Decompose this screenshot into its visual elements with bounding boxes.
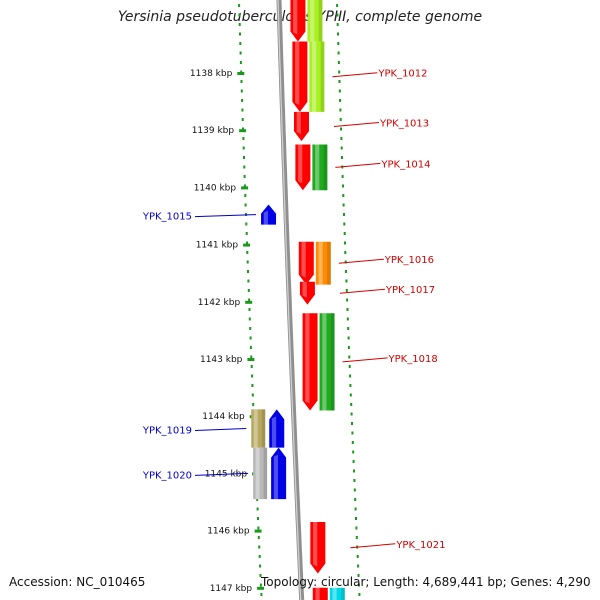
gene-ypk-1013: [294, 111, 310, 142]
kbp-tick-label: 1143 kbp: [200, 355, 243, 365]
gene-label-ypk-1012: YPK_1012: [332, 69, 428, 80]
kbp-tick-label: 1146 kbp: [207, 527, 250, 537]
gene-partial: [312, 587, 345, 600]
topology-text: Topology: circular; Length: 4,689,441 bp…: [261, 575, 591, 589]
gene-locus-text: YPK_1013: [379, 118, 429, 129]
gene-locus-text: YPK_1017: [385, 285, 435, 296]
gene-locus-text: YPK_1019: [142, 425, 192, 436]
gene-label-ypk-1021: YPK_1021: [350, 540, 445, 551]
gene-label-ypk-1018: YPK_1018: [342, 354, 438, 365]
cog-block: [319, 313, 335, 411]
cog-block: [312, 144, 328, 191]
gene-ypk-1017: [299, 281, 315, 305]
gene-partial: [290, 0, 323, 42]
gene-label-ypk-1016: YPK_1016: [338, 255, 434, 266]
kbp-ruler: 1138 kbp 1139 kbp 1140 kbp 1141 kbp 1142 kbp…: [190, 69, 265, 594]
kbp-tick-mark: [243, 243, 251, 247]
gene-ypk-1012: [292, 41, 325, 112]
leader-line: [194, 427, 247, 431]
gene-ypk-1016: [298, 241, 331, 285]
gene-ypk-1014: [295, 144, 328, 191]
outer-dotted-track: [238, 4, 263, 596]
gene-locus-text: YPK_1012: [377, 69, 427, 80]
cog-block: [307, 0, 323, 42]
gene-ypk-1019: [251, 409, 285, 448]
leader-line: [350, 543, 396, 549]
gene-locus-text: YPK_1015: [142, 212, 192, 223]
kbp-tick-label: 1139 kbp: [192, 126, 235, 136]
leader-line: [335, 162, 381, 168]
gene-label-ypk-1017: YPK_1017: [339, 285, 435, 296]
gene-features: [251, 0, 345, 600]
leader-line: [338, 258, 384, 264]
gene-label-ypk-1015: YPK_1015: [142, 212, 257, 223]
gene-locus-text: YPK_1021: [395, 540, 445, 551]
kbp-tick-label: 1138 kbp: [190, 69, 233, 79]
gene-ypk-1018: [302, 313, 335, 411]
cog-block: [253, 447, 268, 500]
track-dots: [238, 4, 361, 596]
leader-line: [342, 357, 388, 363]
kbp-tick-label: 1141 kbp: [196, 241, 239, 251]
cog-block: [309, 41, 325, 112]
leader-line: [194, 472, 249, 476]
kbp-tick-mark: [254, 529, 262, 533]
leader-line: [333, 121, 380, 127]
gene-label-ypk-1013: YPK_1013: [333, 118, 429, 129]
inner-dotted-track: [336, 4, 361, 596]
gene-locus-text: YPK_1020: [142, 470, 192, 481]
kbp-tick-label: 1142 kbp: [198, 298, 241, 308]
leader-line: [339, 288, 385, 294]
gene-label-ypk-1014: YPK_1014: [335, 159, 431, 170]
gene-ypk-1021: [310, 522, 326, 574]
kbp-tick-mark: [245, 300, 253, 304]
gene-locus-text: YPK_1018: [388, 354, 438, 365]
cog-block: [251, 409, 266, 448]
kbp-tick-mark: [257, 586, 265, 590]
gene-locus-text: YPK_1016: [384, 255, 434, 266]
gene-label-ypk-1019: YPK_1019: [142, 425, 247, 436]
cog-block: [315, 241, 331, 285]
accession-text: Accession: NC_010465: [9, 575, 146, 589]
gene-ypk-1015: [261, 204, 277, 225]
backbone-line: [276, 0, 305, 600]
kbp-tick-label: 1144 kbp: [202, 412, 245, 422]
gene-labels: YPK_1012 YPK_1013 YPK_1014 YPK_1015 YPK_1016…: [142, 69, 446, 551]
cog-block: [329, 587, 345, 600]
kbp-tick-mark: [241, 186, 249, 190]
gene-locus-text: YPK_1014: [380, 159, 430, 170]
gene-label-ypk-1020: YPK_1020: [142, 470, 249, 481]
leader-line: [194, 214, 257, 218]
kbp-tick-label: 1140 kbp: [194, 183, 237, 193]
genome-backbone: [276, 0, 305, 600]
kbp-tick-mark: [247, 358, 255, 361]
kbp-tick-mark: [237, 72, 245, 75]
kbp-tick-label: 1147 kbp: [210, 584, 253, 594]
leader-line: [332, 72, 378, 78]
gene-ypk-1020: [253, 447, 287, 500]
kbp-tick-mark: [239, 129, 247, 133]
